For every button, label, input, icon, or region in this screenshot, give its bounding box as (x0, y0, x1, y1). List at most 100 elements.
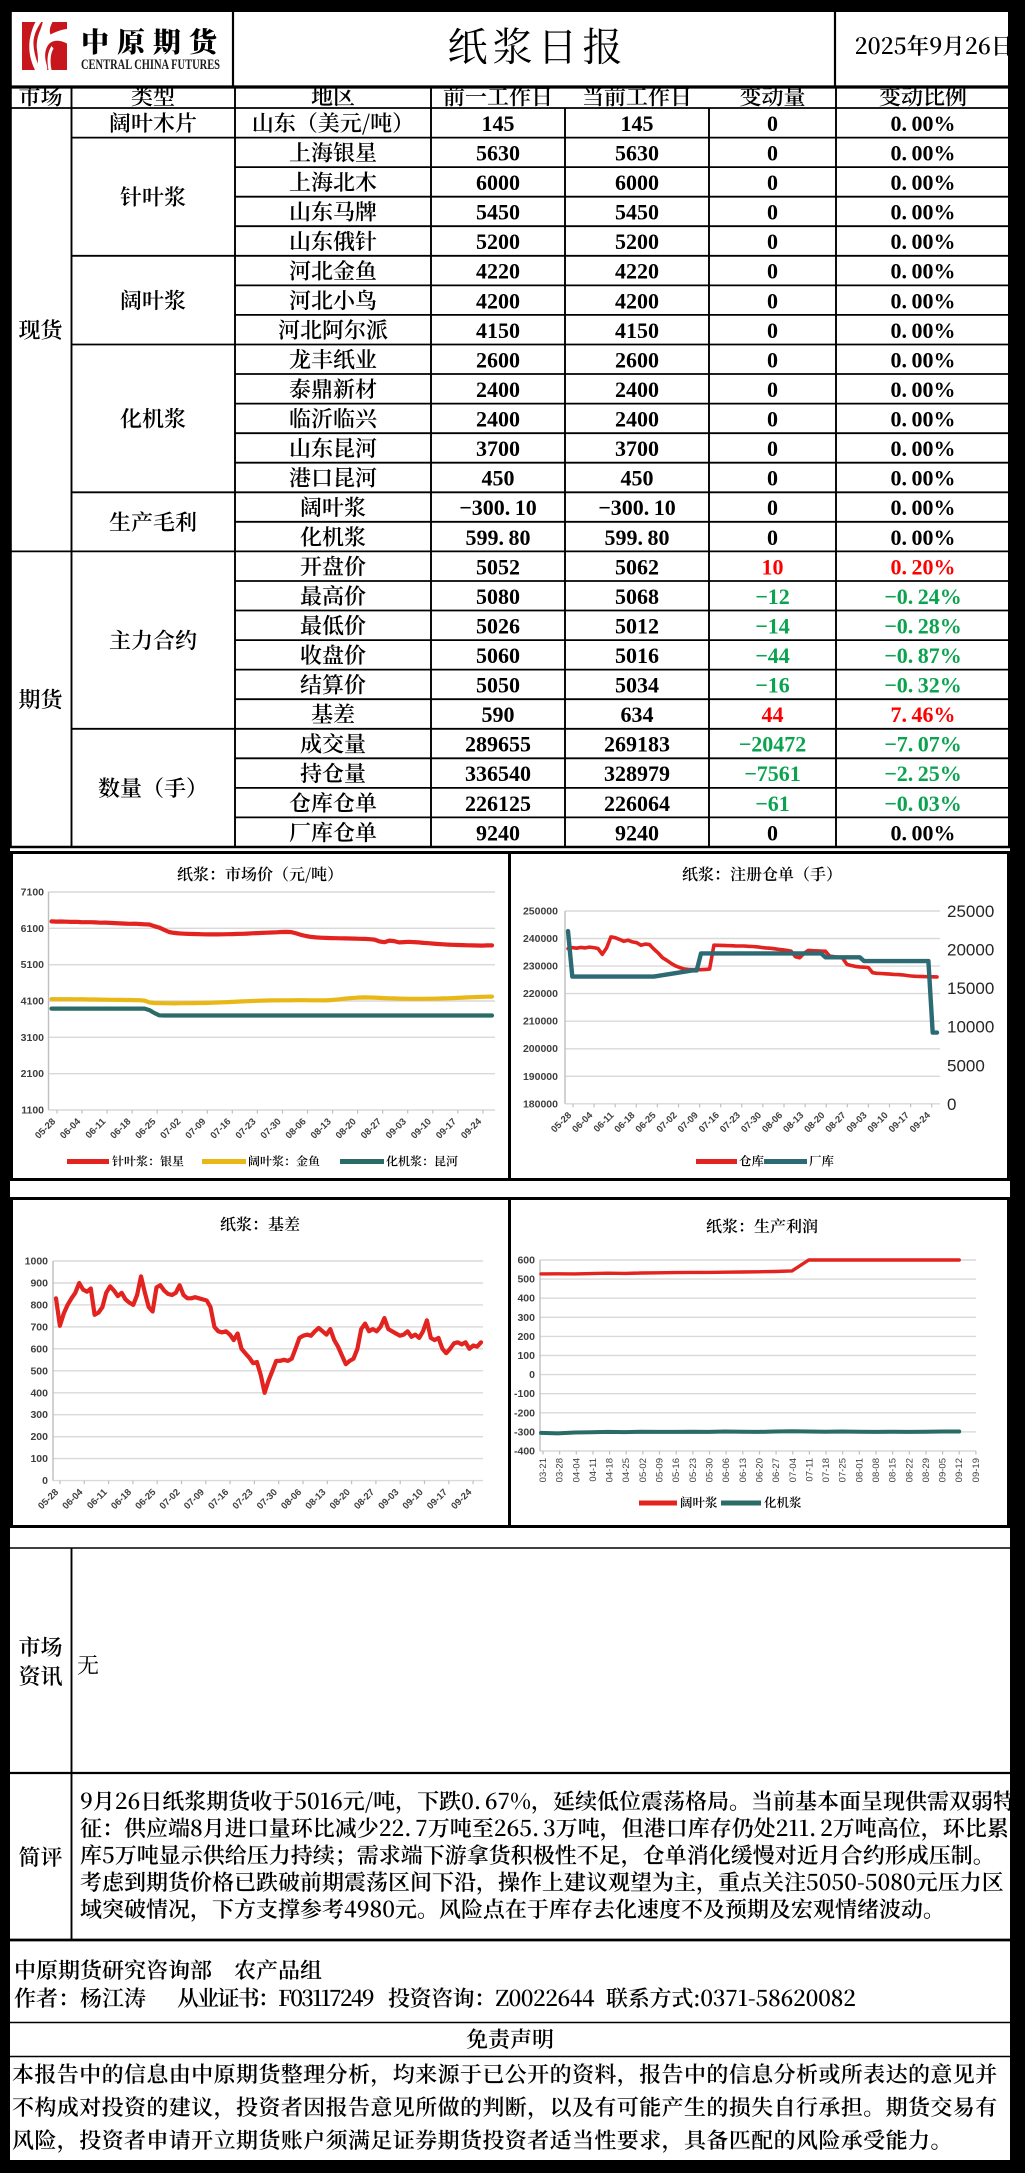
svg-text:09-19: 09-19 (971, 1458, 982, 1482)
svg-text:0. 00%: 0. 00% (891, 229, 956, 254)
svg-text:4220: 4220 (476, 259, 520, 284)
svg-text:2400: 2400 (615, 377, 659, 402)
svg-text:−16: −16 (755, 673, 790, 698)
svg-text:08-01: 08-01 (854, 1458, 865, 1482)
svg-text:145: 145 (482, 111, 515, 136)
svg-text:0: 0 (767, 407, 778, 432)
svg-text:200: 200 (30, 1431, 48, 1443)
svg-text:20000: 20000 (947, 941, 994, 960)
svg-text:0: 0 (529, 1369, 535, 1381)
svg-text:1100: 1100 (21, 1105, 44, 1117)
svg-text:05-02: 05-02 (638, 1458, 649, 1482)
svg-text:1000: 1000 (25, 1256, 49, 1268)
svg-text:0: 0 (767, 170, 778, 195)
svg-text:599. 80: 599. 80 (466, 525, 531, 550)
svg-text:07-18: 07-18 (821, 1458, 832, 1482)
svg-text:04-25: 04-25 (621, 1458, 632, 1482)
svg-text:200000: 200000 (523, 1043, 558, 1055)
svg-text:0. 00%: 0. 00% (891, 259, 956, 284)
svg-text:06-06: 06-06 (721, 1458, 732, 1482)
svg-text:25000: 25000 (947, 902, 994, 921)
svg-text:0: 0 (767, 200, 778, 225)
svg-text:04-04: 04-04 (571, 1458, 582, 1482)
svg-text:0. 00%: 0. 00% (891, 288, 956, 313)
svg-text:0. 00%: 0. 00% (891, 111, 956, 136)
svg-text:400: 400 (30, 1387, 48, 1399)
svg-text:269183: 269183 (604, 732, 670, 757)
svg-text:5068: 5068 (615, 584, 659, 609)
svg-text:0. 00%: 0. 00% (891, 820, 956, 845)
svg-text:0: 0 (767, 259, 778, 284)
svg-text:-300: -300 (514, 1426, 535, 1438)
svg-text:09-12: 09-12 (954, 1458, 965, 1482)
svg-text:0: 0 (767, 111, 778, 136)
svg-text:05-30: 05-30 (705, 1458, 716, 1482)
svg-text:300: 300 (517, 1312, 535, 1324)
svg-text:300: 300 (30, 1409, 48, 1421)
svg-text:5450: 5450 (615, 200, 659, 225)
svg-text:03-28: 03-28 (555, 1458, 566, 1482)
svg-text:900: 900 (30, 1278, 48, 1290)
svg-text:5630: 5630 (615, 141, 659, 166)
svg-text:2400: 2400 (615, 407, 659, 432)
svg-text:0. 00%: 0. 00% (891, 200, 956, 225)
svg-text:0: 0 (767, 495, 778, 520)
svg-text:700: 700 (30, 1321, 48, 1333)
svg-text:-100: -100 (514, 1388, 535, 1400)
svg-text:44: 44 (762, 702, 784, 727)
svg-text:9240: 9240 (476, 820, 520, 845)
svg-text:634: 634 (621, 702, 654, 727)
svg-text:5630: 5630 (476, 141, 520, 166)
svg-text:100: 100 (30, 1453, 48, 1465)
svg-text:5000: 5000 (947, 1056, 985, 1075)
svg-text:210000: 210000 (523, 1016, 558, 1028)
svg-text:7100: 7100 (21, 887, 45, 899)
svg-text:2600: 2600 (476, 347, 520, 372)
svg-text:450: 450 (621, 466, 654, 491)
svg-text:0: 0 (767, 141, 778, 166)
svg-text:800: 800 (30, 1299, 48, 1311)
svg-text:−20472: −20472 (739, 732, 807, 757)
svg-text:200: 200 (517, 1331, 535, 1343)
svg-text:240000: 240000 (523, 933, 558, 945)
svg-text:-400: -400 (514, 1446, 535, 1458)
svg-text:4200: 4200 (615, 288, 659, 313)
svg-text:0: 0 (767, 525, 778, 550)
svg-text:0: 0 (767, 347, 778, 372)
svg-text:3700: 3700 (476, 436, 520, 461)
svg-text:5200: 5200 (615, 229, 659, 254)
svg-text:4150: 4150 (476, 318, 520, 343)
svg-text:250000: 250000 (523, 906, 558, 918)
svg-text:0: 0 (767, 318, 778, 343)
svg-text:5062: 5062 (615, 554, 659, 579)
svg-text:4150: 4150 (615, 318, 659, 343)
svg-text:0. 00%: 0. 00% (891, 436, 956, 461)
svg-text:450: 450 (482, 466, 515, 491)
svg-text:−12: −12 (755, 584, 790, 609)
svg-text:0: 0 (767, 229, 778, 254)
svg-text:06-27: 06-27 (771, 1458, 782, 1482)
svg-text:10: 10 (762, 554, 784, 579)
svg-text:−300. 10: −300. 10 (459, 495, 536, 520)
svg-text:04-11: 04-11 (588, 1458, 599, 1482)
svg-text:400: 400 (517, 1293, 535, 1305)
svg-text:15000: 15000 (947, 979, 994, 998)
svg-text:0: 0 (767, 288, 778, 313)
svg-text:328979: 328979 (604, 761, 670, 786)
svg-text:04-18: 04-18 (605, 1458, 616, 1482)
svg-text:5050: 5050 (476, 673, 520, 698)
svg-text:0: 0 (767, 436, 778, 461)
svg-text:−7561: −7561 (744, 761, 801, 786)
svg-text:5034: 5034 (615, 673, 659, 698)
svg-text:09-05: 09-05 (938, 1458, 949, 1482)
svg-text:07-11: 07-11 (804, 1458, 815, 1482)
svg-text:5080: 5080 (476, 584, 520, 609)
svg-text:4220: 4220 (615, 259, 659, 284)
svg-text:−61: −61 (755, 791, 790, 816)
svg-text:0: 0 (947, 1095, 956, 1114)
svg-text:05-09: 05-09 (655, 1458, 666, 1482)
svg-text:07-25: 07-25 (838, 1458, 849, 1482)
svg-text:0: 0 (767, 466, 778, 491)
svg-text:226125: 226125 (465, 791, 531, 816)
svg-text:0. 00%: 0. 00% (891, 525, 956, 550)
